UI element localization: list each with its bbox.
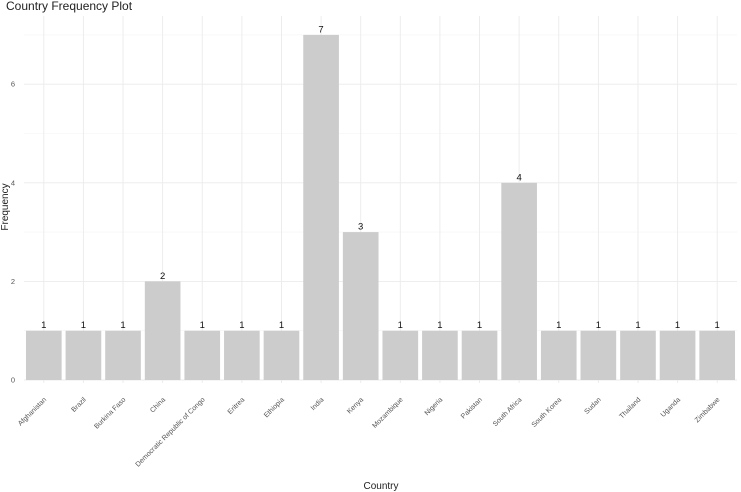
bar	[263, 330, 300, 380]
x-tick-label: Uganda	[660, 396, 682, 418]
bar	[620, 330, 656, 380]
y-tick-label: 0	[11, 376, 15, 385]
x-tick-label: Ethiopia	[263, 396, 286, 419]
bar-value-label: 1	[41, 320, 46, 331]
x-tick-label: Pakistan	[460, 396, 484, 420]
bar	[501, 182, 537, 380]
bar	[184, 330, 221, 380]
y-tick-label: 4	[11, 178, 15, 187]
bar-value-label: 1	[120, 320, 125, 331]
bar	[580, 330, 617, 380]
x-tick-label: Zimbabwe	[694, 396, 722, 424]
bar-value-label: 1	[239, 320, 244, 331]
bar-value-label: 2	[160, 271, 165, 282]
bar	[342, 232, 379, 380]
bar	[422, 330, 458, 380]
bar-value-label: 1	[398, 320, 403, 331]
bar	[65, 330, 102, 380]
bar-value-label: 1	[715, 320, 720, 331]
bar	[105, 330, 141, 380]
y-axis-title: Frequency	[0, 183, 11, 230]
x-tick-label: Kenya	[346, 396, 365, 415]
bar-value-label: 1	[200, 320, 205, 331]
x-axis-ticks: Afghanistan Brazil Burkina Faso ChinaDemocr…	[17, 396, 722, 468]
bar-value-label: 1	[596, 320, 601, 331]
bar	[25, 330, 62, 380]
bar-value-label: 3	[358, 222, 363, 233]
y-axis-ticks: 0 2 4 6	[11, 80, 15, 385]
y-tick-label: 6	[11, 80, 15, 89]
bar-value-label: 1	[635, 320, 640, 331]
x-tick-label: Eritrea	[227, 396, 247, 416]
x-tick-label: Nigeria	[424, 396, 445, 417]
bar-value-label: 1	[556, 320, 561, 331]
x-tick-label: South Africa	[492, 396, 524, 428]
x-tick-label: Afghanistan	[17, 396, 48, 427]
bar	[659, 330, 696, 380]
grid-lines	[24, 16, 737, 383]
bar	[699, 330, 736, 380]
bar	[303, 34, 339, 381]
bars	[25, 34, 736, 381]
y-tick-label: 2	[11, 277, 15, 286]
bar	[224, 330, 260, 380]
x-axis-title: Country	[363, 481, 398, 492]
bar-value-label: 1	[279, 320, 284, 331]
x-tick-label: Brazil	[70, 396, 88, 414]
chart-title: Country Frequency Plot	[6, 0, 133, 13]
bar-value-label: 1	[81, 320, 86, 331]
x-tick-label: China	[149, 396, 167, 414]
bar-value-label: 4	[516, 172, 521, 183]
bar	[144, 281, 181, 380]
x-tick-label: India	[310, 396, 326, 412]
x-tick-label: Mozambique	[371, 396, 404, 429]
bar-value-label: 1	[675, 320, 680, 331]
bar	[540, 330, 577, 380]
x-tick-label: South Korea	[531, 396, 564, 429]
x-tick-label: Thailand	[618, 396, 642, 420]
x-tick-label: Burkina Faso	[93, 396, 127, 430]
bar-value-label: 1	[437, 320, 442, 331]
x-tick-label: Sudan	[584, 396, 603, 415]
bar	[382, 330, 419, 380]
x-tick-label: Democratic Republic of Congo	[135, 396, 207, 468]
bar-value-label: 7	[318, 24, 323, 35]
bar-value-label: 1	[477, 320, 482, 331]
bar	[461, 330, 498, 380]
